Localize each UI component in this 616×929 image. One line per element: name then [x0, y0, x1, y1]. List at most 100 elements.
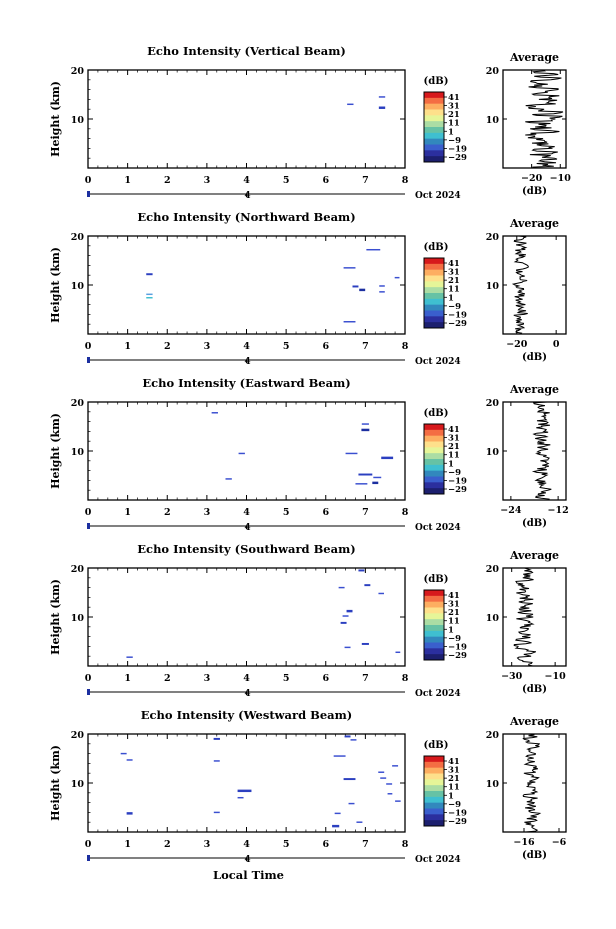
avg-frame	[502, 235, 567, 335]
echo-mark	[356, 821, 363, 823]
x-tick-label: 2	[164, 673, 171, 684]
colorbar-tick-label: −19	[448, 642, 467, 652]
y-tick-label: 20	[71, 398, 85, 409]
echo-mark	[373, 476, 382, 479]
colorbar-swatch	[424, 459, 444, 466]
colorbar-tick-label: 21	[448, 442, 460, 452]
avg-y-tick-label: 10	[486, 613, 500, 624]
x-tick-label: 5	[283, 341, 290, 352]
colorbar-swatch	[424, 482, 444, 489]
x-tick-label: 1	[124, 175, 131, 186]
echo-mark	[340, 621, 347, 624]
colorbar-swatch	[424, 441, 444, 448]
day-marker-label: 4	[244, 357, 250, 367]
x-tick-label: 8	[402, 341, 409, 352]
colorbar-swatch	[424, 767, 444, 774]
echo-mark	[211, 412, 218, 414]
echo-mark	[378, 771, 385, 773]
colorbar-swatch	[424, 613, 444, 620]
echo-mark	[358, 569, 365, 572]
colorbar-tick-label: 1	[448, 459, 454, 469]
colorbar-frame	[423, 257, 445, 329]
panel-3: Echo Intensity (Southward Beam) 0 1 2 3 4 5 6 7 8…	[49, 542, 567, 699]
colorbar-swatch	[424, 590, 444, 597]
colorbar-swatch	[424, 791, 444, 798]
avg-x-label: (dB)	[522, 518, 547, 529]
plot-frame	[87, 733, 406, 833]
avg-x-tick-label: −20	[506, 339, 528, 350]
echo-mark	[378, 96, 386, 98]
echo-mark	[359, 288, 366, 292]
plot-frame	[87, 69, 406, 169]
colorbar-tick-label: −29	[448, 651, 467, 661]
avg-x-tick-label: −16	[513, 837, 535, 848]
echo-mark	[343, 267, 356, 269]
colorbar-tick-label: 31	[448, 766, 460, 776]
echo-mark	[379, 285, 385, 287]
panel-0: Echo Intensity (Vertical Beam) 0 1 2 3 4 5 6 7 8 1…	[49, 44, 571, 201]
avg-x-tick-label: −6	[552, 837, 567, 848]
colorbar-swatch	[424, 625, 444, 632]
x-tick-label: 6	[322, 175, 329, 186]
avg-y-tick-label: 10	[486, 115, 500, 126]
echo-mark	[347, 103, 354, 106]
avg-x-tick-label: −30	[501, 671, 523, 682]
echo-mark	[238, 452, 245, 455]
echo-mark	[345, 452, 358, 455]
x-tick-label: 8	[402, 839, 409, 850]
panel-4: Echo Intensity (Westward Beam) 0 1 2 3 4 5 6 7 8 1…	[49, 708, 567, 865]
x-tick-label: 0	[85, 175, 92, 186]
colorbar-swatch	[424, 470, 444, 477]
colorbar-tick-label: 11	[448, 617, 460, 627]
avg-x-tick-label: −10	[545, 671, 567, 682]
panel-title: Echo Intensity (Eastward Beam)	[142, 376, 350, 390]
echo-mark	[352, 285, 359, 288]
echo-mark	[126, 656, 133, 658]
y-tick-label: 10	[71, 613, 85, 624]
avg-x-label: (dB)	[522, 352, 547, 363]
colorbar-swatch	[424, 304, 444, 311]
x-tick-label: 3	[204, 507, 211, 518]
x-tick-label: 5	[283, 673, 290, 684]
colorbar-tick-label: 11	[448, 783, 460, 793]
echo-mark	[333, 755, 346, 757]
colorbar-swatch	[424, 447, 444, 454]
y-tick-label: 10	[71, 115, 85, 126]
avg-profile-line	[513, 567, 537, 667]
colorbar-tick-label: 31	[448, 600, 460, 610]
avg-profile-line	[531, 401, 552, 501]
panel-title: Echo Intensity (Southward Beam)	[137, 542, 355, 556]
colorbar-tick-label: 31	[448, 102, 460, 112]
avg-title: Average	[509, 549, 559, 562]
echo-mark	[213, 737, 220, 740]
plot-frame	[87, 401, 406, 501]
colorbar-unit: (dB)	[424, 242, 449, 253]
colorbar-unit: (dB)	[424, 408, 449, 419]
panel-2: Echo Intensity (Eastward Beam) 0 1 2 3 4 5 6 7 8 1…	[49, 376, 569, 533]
colorbar-tick-label: 1	[448, 127, 454, 137]
colorbar-swatch	[424, 488, 444, 495]
colorbar-tick-label: 21	[448, 774, 460, 784]
colorbar-swatch	[424, 293, 444, 300]
colorbar-swatch	[424, 785, 444, 792]
colorbar-frame	[423, 589, 445, 661]
x-tick-label: 7	[362, 673, 369, 684]
plot-frame	[87, 567, 406, 667]
x-tick-label: 7	[362, 839, 369, 850]
x-tick-label: 0	[85, 341, 92, 352]
colorbar-swatch	[424, 453, 444, 460]
x-tick-label: 6	[322, 839, 329, 850]
colorbar-swatch	[424, 281, 444, 288]
avg-title: Average	[509, 51, 559, 64]
colorbar-tick-label: 1	[448, 625, 454, 635]
echo-mark	[392, 765, 399, 767]
x-tick-label: 3	[204, 175, 211, 186]
colorbar-tick-label: 31	[448, 268, 460, 278]
x-tick-label: 7	[362, 507, 369, 518]
colorbar-swatch	[424, 132, 444, 140]
colorbar-tick-label: −19	[448, 808, 467, 818]
colorbar-swatch	[424, 150, 444, 157]
colorbar-tick-label: −19	[448, 476, 467, 486]
colorbar-tick-label: 41	[448, 259, 460, 269]
